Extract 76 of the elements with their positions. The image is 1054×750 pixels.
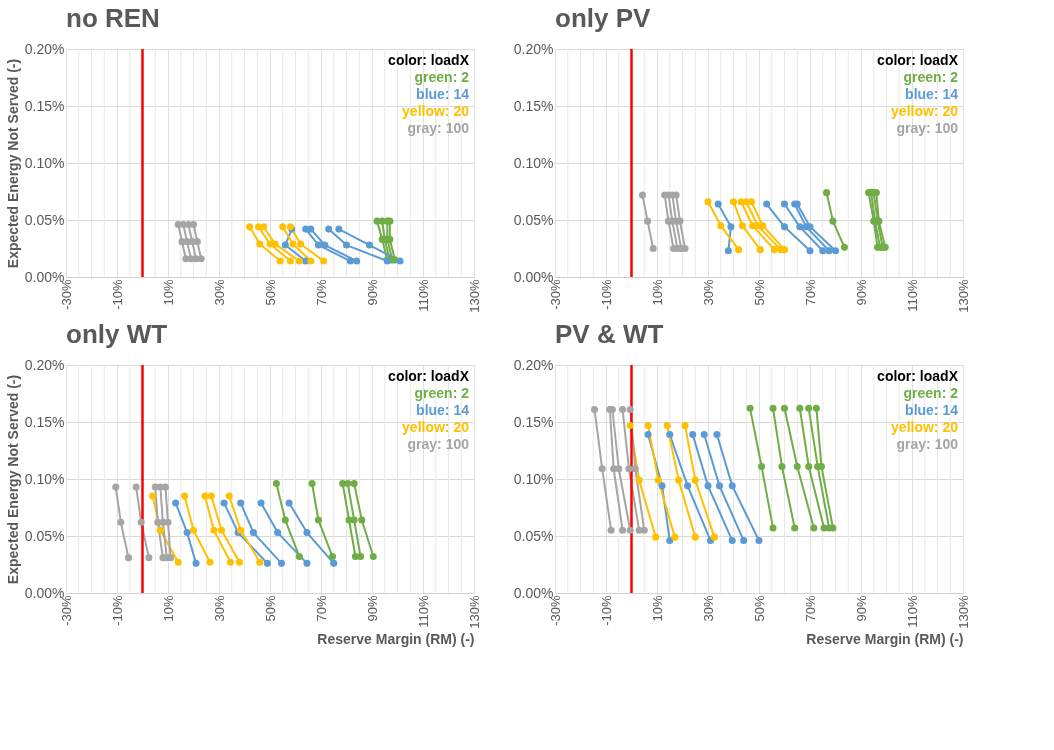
chart-title: no REN <box>66 3 160 33</box>
y-tick-label: 0.10% <box>24 470 65 487</box>
y-tick-label: 0.15% <box>513 413 554 430</box>
x-tick-label: -10% <box>598 279 614 310</box>
y-tick-label: 0.05% <box>513 527 554 544</box>
text: green: 2 <box>414 385 470 401</box>
x-tick-label: 110% <box>904 279 920 312</box>
legend-title: color: loadX <box>388 52 470 68</box>
y-tick-label: 0.05% <box>24 527 65 544</box>
y-tick-label: 0.05% <box>24 211 65 228</box>
x-tick-label: 10% <box>160 279 176 306</box>
x-tick-label: 50% <box>262 279 278 306</box>
y-tick-label: 0.10% <box>513 470 554 487</box>
x-tick-label: 110% <box>415 279 431 312</box>
x-tick-label: 130% <box>955 595 971 629</box>
y-axis-title: Expected Energy Not Served (-) <box>4 374 21 585</box>
x-tick-label: -10% <box>109 279 125 310</box>
text: green: 2 <box>903 385 959 401</box>
text: gray: 100 <box>407 120 470 136</box>
x-tick-label: -10% <box>109 595 125 626</box>
x-axis-title: Reserve Margin (RM) (-) <box>317 630 475 647</box>
chart-title: only WT <box>66 319 168 349</box>
y-tick-label: 0.20% <box>513 40 554 57</box>
text: gray: 100 <box>896 436 959 452</box>
x-tick-label: 10% <box>160 595 176 622</box>
x-tick-label: 10% <box>649 279 665 306</box>
text: yellow: 20 <box>891 103 959 119</box>
x-tick-label: 70% <box>313 595 329 622</box>
text: yellow: 20 <box>402 419 470 435</box>
text: blue: 14 <box>416 402 470 418</box>
x-tick-label: 50% <box>262 595 278 622</box>
y-tick-label: 0.20% <box>24 40 65 57</box>
y-tick-label: 0.05% <box>513 211 554 228</box>
x-tick-label: 50% <box>751 279 767 306</box>
x-tick-label: 130% <box>466 595 482 629</box>
y-tick-label: 0.10% <box>24 154 65 171</box>
legend-title: color: loadX <box>388 368 470 384</box>
x-tick-label: 70% <box>802 595 818 622</box>
x-tick-label: 30% <box>700 595 716 622</box>
text: blue: 14 <box>905 402 959 418</box>
x-tick-label: 10% <box>649 595 665 622</box>
text: blue: 14 <box>905 86 959 102</box>
text: green: 2 <box>414 69 470 85</box>
text: yellow: 20 <box>402 103 470 119</box>
legend-title: color: loadX <box>877 52 959 68</box>
x-tick-label: -10% <box>598 595 614 626</box>
x-tick-label: 70% <box>802 279 818 306</box>
y-tick-label: 0.20% <box>513 356 554 373</box>
legend-title: color: loadX <box>877 368 959 384</box>
text: gray: 100 <box>407 436 470 452</box>
y-tick-label: 0.15% <box>513 97 554 114</box>
x-tick-label: 70% <box>313 279 329 306</box>
x-tick-label: 130% <box>466 279 482 313</box>
y-tick-label: 0.15% <box>24 413 65 430</box>
text: yellow: 20 <box>891 419 959 435</box>
text: gray: 100 <box>896 120 959 136</box>
text: green: 2 <box>903 69 959 85</box>
x-axis-title: Reserve Margin (RM) (-) <box>806 630 964 647</box>
x-tick-label: 110% <box>415 595 431 628</box>
y-tick-label: 0.10% <box>513 154 554 171</box>
x-tick-label: 110% <box>904 595 920 628</box>
y-axis-title: Expected Energy Not Served (-) <box>4 58 21 269</box>
x-tick-label: 30% <box>211 595 227 622</box>
x-tick-label: 90% <box>853 279 869 306</box>
x-tick-label: 90% <box>364 595 380 622</box>
x-tick-label: 130% <box>955 279 971 313</box>
x-tick-label: 90% <box>853 595 869 622</box>
x-tick-label: 90% <box>364 279 380 306</box>
y-tick-label: 0.15% <box>24 97 65 114</box>
y-tick-label: 0.20% <box>24 356 65 373</box>
text: blue: 14 <box>416 86 470 102</box>
x-tick-label: 50% <box>751 595 767 622</box>
chart-title: only PV <box>555 3 652 33</box>
chart-title: PV & WT <box>555 319 664 349</box>
x-tick-label: 30% <box>211 279 227 306</box>
x-tick-label: 30% <box>700 279 716 306</box>
